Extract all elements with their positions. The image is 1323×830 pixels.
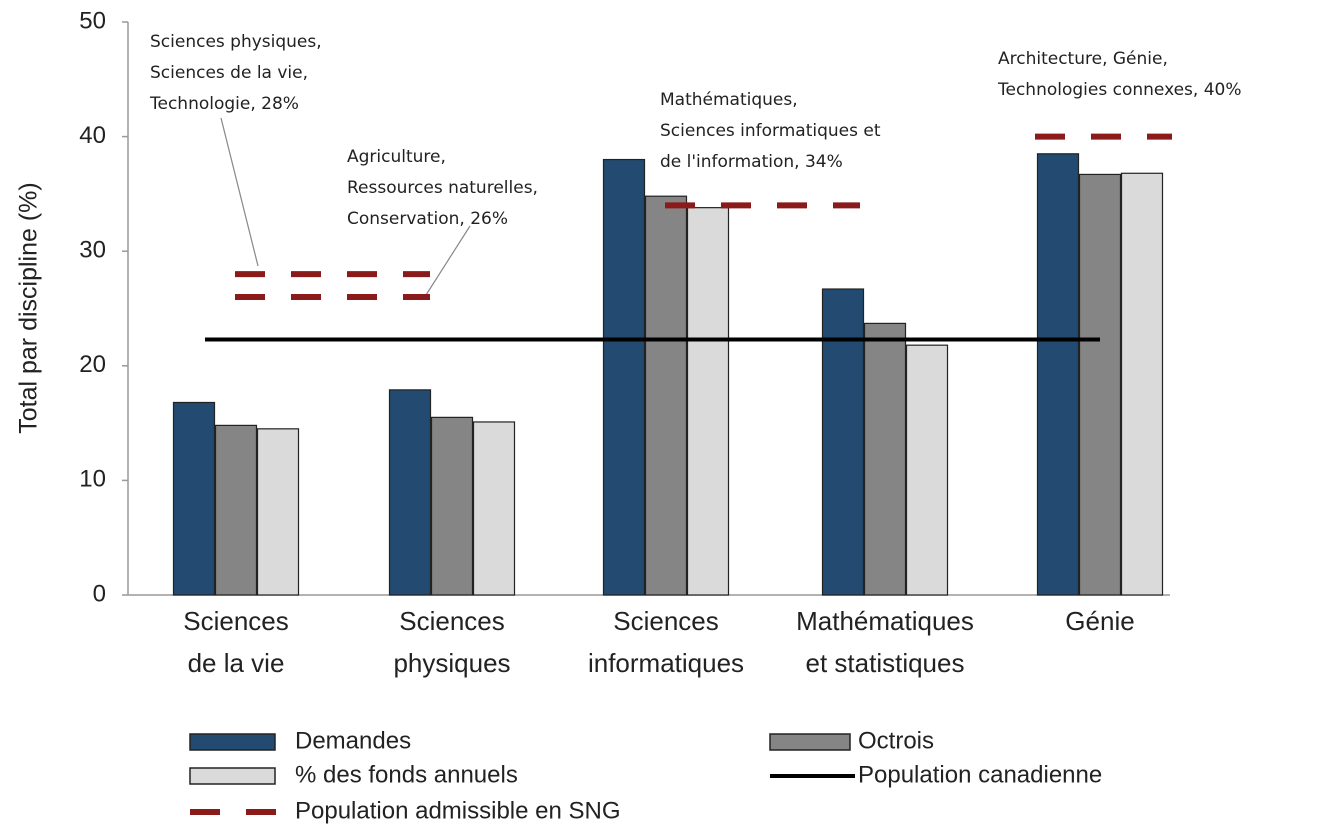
x-tick-label: de la vie [188, 648, 285, 678]
y-tick-label: 40 [79, 122, 106, 149]
leader-line [220, 117, 259, 267]
legend-label: Population canadienne [858, 761, 1102, 788]
bar [821, 288, 865, 596]
legend-label: Octrois [858, 727, 934, 754]
bar [172, 401, 216, 596]
annotation: Sciences de la vie, [150, 63, 308, 83]
legend-swatch [189, 767, 276, 785]
annotation: Technologies connexes, 40% [997, 80, 1242, 100]
y-tick-label: 50 [79, 7, 106, 34]
bar [256, 428, 300, 596]
x-tick-label: Sciences [399, 606, 505, 636]
bar [1120, 172, 1164, 596]
annotation: Sciences informatiques et [660, 121, 881, 141]
bar [686, 207, 730, 596]
bar [905, 344, 949, 596]
bar [472, 421, 516, 596]
bar [388, 389, 432, 596]
x-tick-label: physiques [393, 648, 510, 678]
annotation: Technologie, 28% [149, 94, 299, 114]
y-tick-label: 10 [79, 466, 106, 493]
legend-label: Population admissible en SNG [295, 797, 621, 824]
y-tick-label: 30 [79, 237, 106, 264]
annotation: Agriculture, [347, 147, 446, 167]
legend-label: % des fonds annuels [295, 761, 518, 788]
x-tick-label: Mathématiques [796, 606, 974, 636]
leader-line [425, 225, 471, 296]
annotation: Sciences physiques, [150, 32, 322, 52]
y-tick-label: 0 [93, 580, 106, 607]
legend-swatch [189, 733, 276, 751]
legend-label: Demandes [295, 727, 411, 754]
bar [1078, 173, 1122, 596]
annotation: Mathématiques, [660, 90, 798, 110]
annotation: Ressources naturelles, [347, 178, 538, 198]
y-axis-label: Total par discipline (%) [15, 182, 43, 434]
annotation: Conservation, 26% [347, 209, 508, 229]
bar [430, 416, 474, 596]
x-tick-label: et statistiques [806, 648, 965, 678]
x-tick-label: Sciences [183, 606, 289, 636]
x-tick-label: Génie [1065, 606, 1134, 636]
x-tick-label: Sciences [613, 606, 719, 636]
bar [863, 322, 907, 596]
bar [214, 424, 258, 596]
legend-swatch [769, 733, 851, 751]
annotation: Architecture, Génie, [998, 49, 1168, 69]
x-tick-label: informatiques [588, 648, 744, 678]
y-tick-label: 20 [79, 351, 106, 378]
bar [644, 195, 688, 596]
annotation: de l'information, 34% [660, 152, 843, 172]
bar [1036, 153, 1080, 596]
bar [602, 158, 646, 596]
